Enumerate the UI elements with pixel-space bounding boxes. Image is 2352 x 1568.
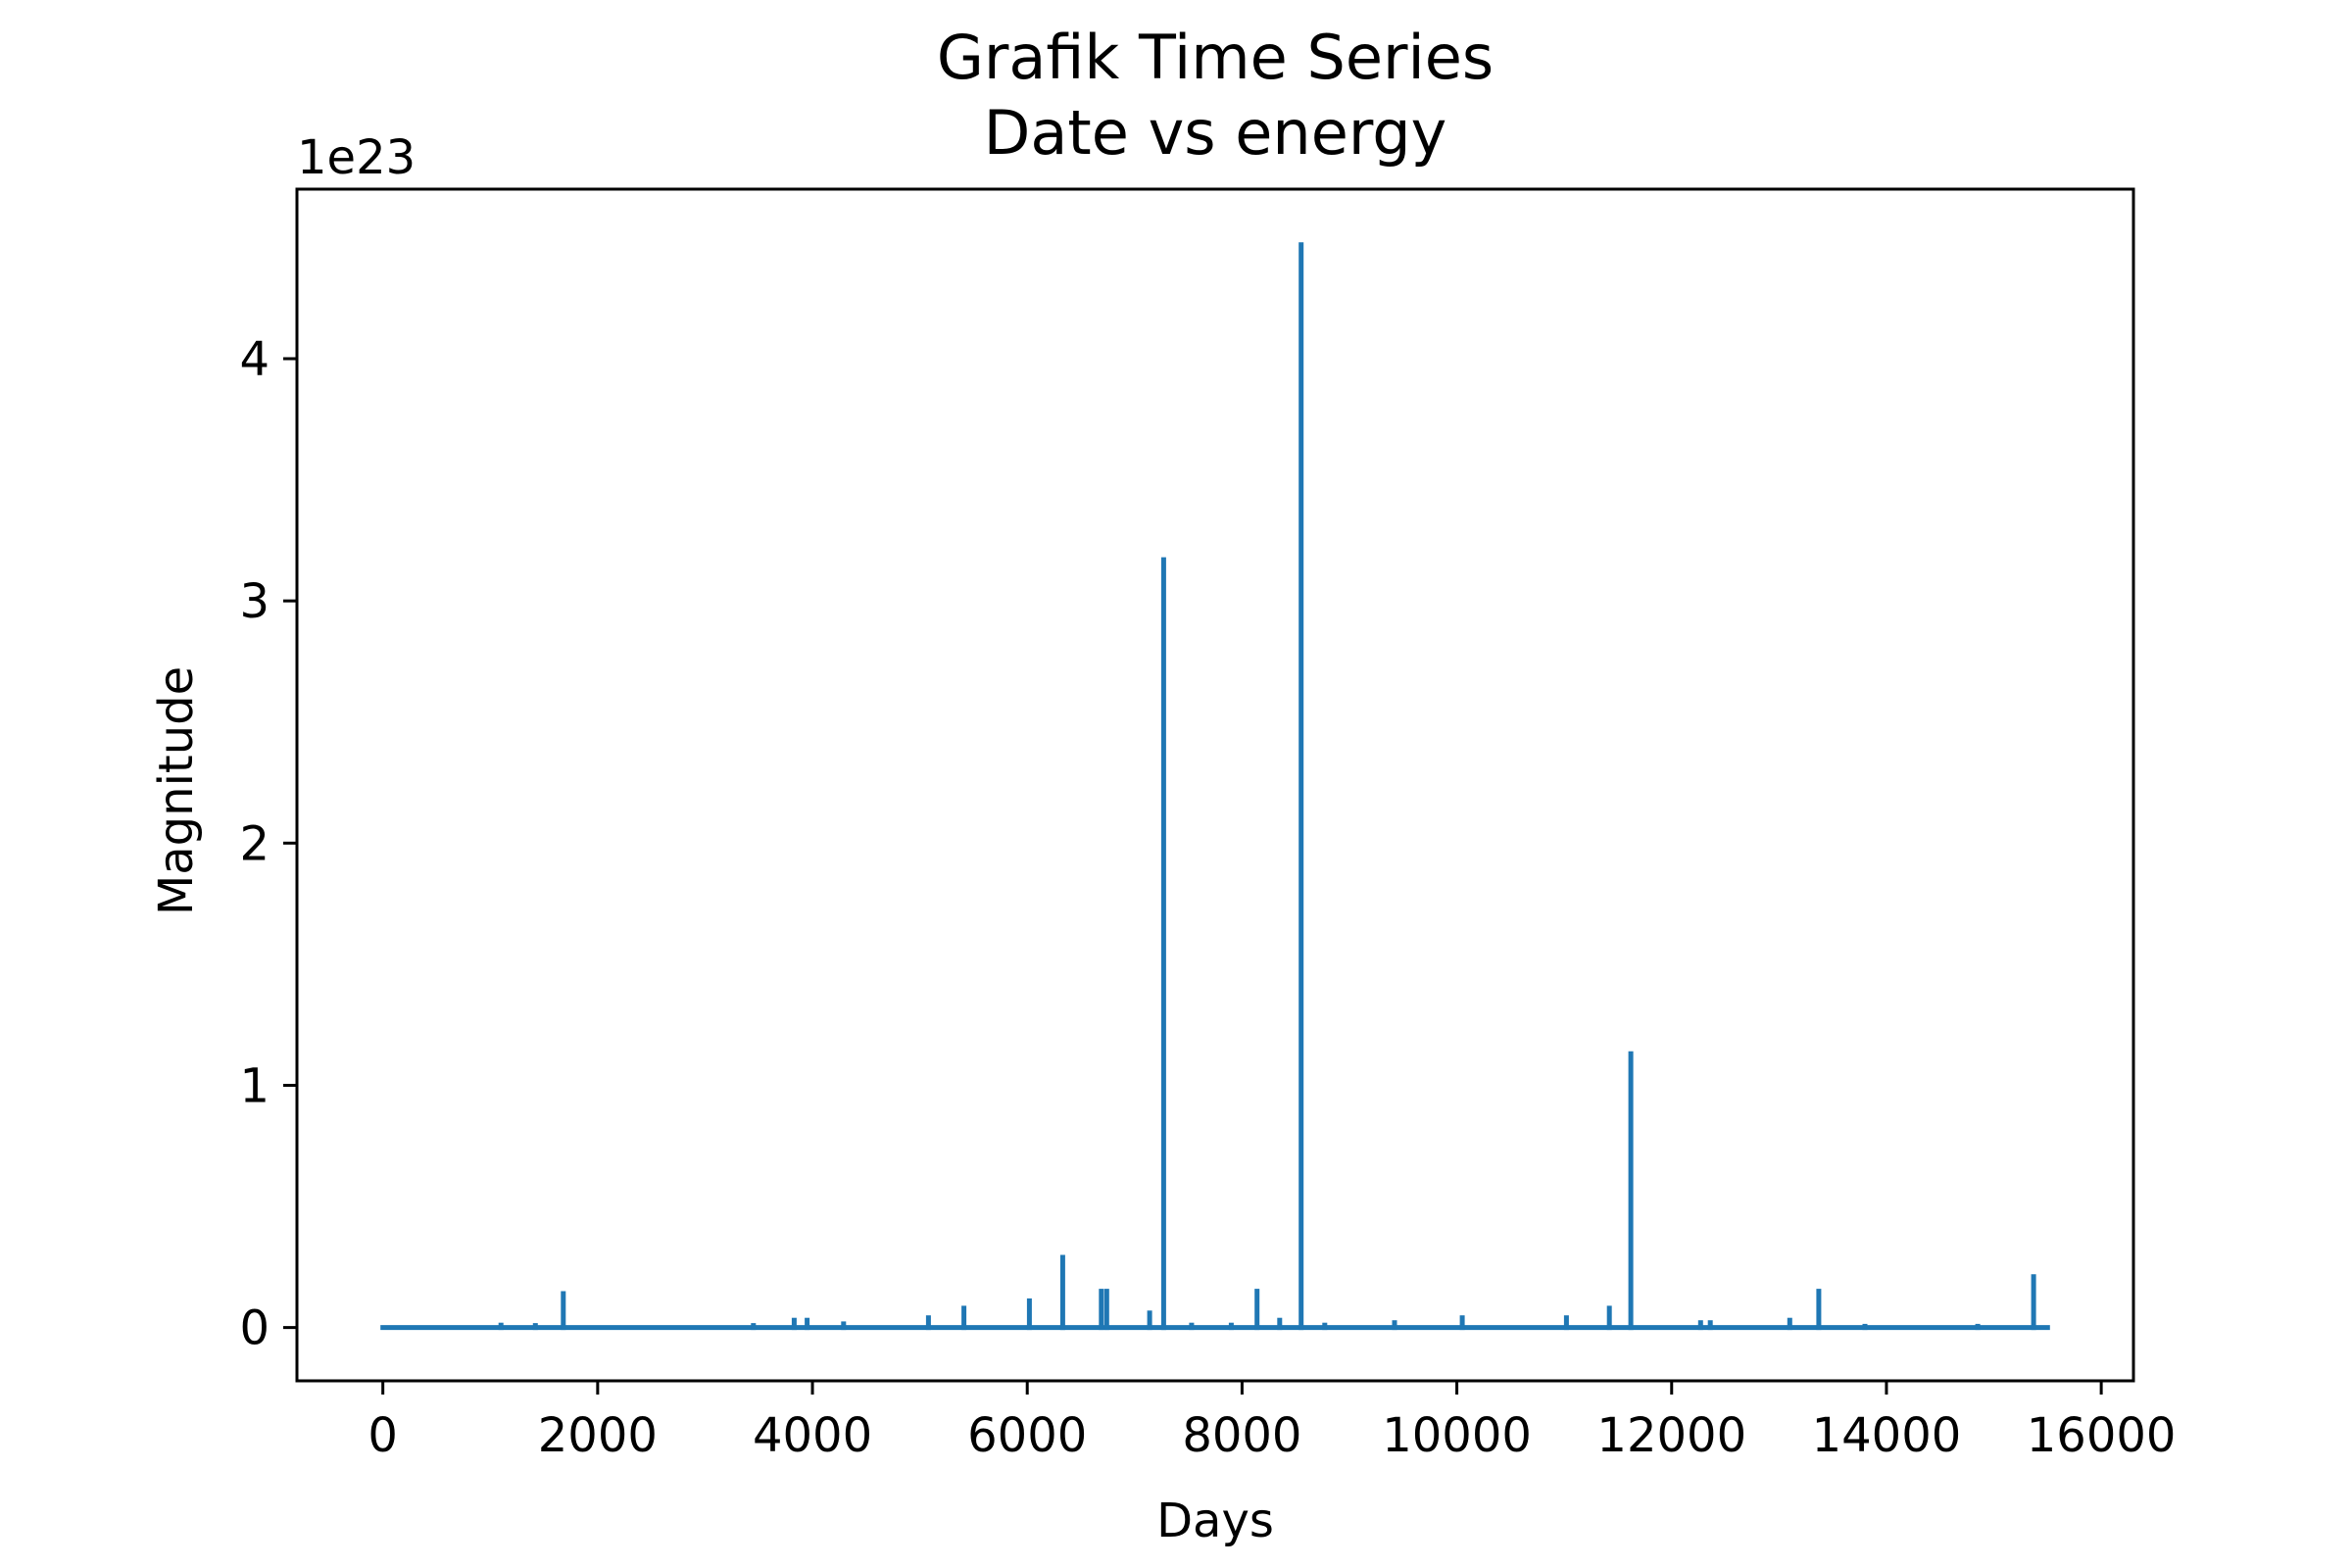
plot-frame — [295, 187, 2135, 1383]
chart-title-line-2: Date vs energy — [984, 97, 1447, 169]
x-tick-label: 2000 — [538, 1408, 658, 1463]
x-tick-label: 6000 — [967, 1408, 1087, 1463]
y-tick-label: 4 — [239, 332, 270, 387]
y-tick-label: 2 — [239, 816, 270, 871]
x-tick-label: 8000 — [1182, 1408, 1301, 1463]
x-tick-label: 16000 — [2027, 1408, 2177, 1463]
y-tick-label: 3 — [239, 574, 270, 629]
x-tick-label: 0 — [368, 1408, 398, 1463]
x-tick-label: 14000 — [1812, 1408, 1962, 1463]
y-axis: 0 1 2 3 4 — [239, 332, 297, 1356]
plot-area — [380, 242, 2050, 1331]
x-axis-label: Days — [1156, 1494, 1274, 1548]
x-axis: 0 2000 4000 6000 8000 10000 12000 14000 16000 — [368, 1381, 2176, 1463]
y-tick-label: 1 — [239, 1058, 270, 1113]
y-axis-label: Magnitude — [149, 666, 204, 915]
x-tick-label: 10000 — [1382, 1408, 1532, 1463]
x-tick-label: 12000 — [1596, 1408, 1746, 1463]
y-offset-label: 1e23 — [297, 130, 416, 185]
y-tick-label: 0 — [239, 1301, 270, 1356]
x-tick-label: 4000 — [753, 1408, 872, 1463]
chart-title-line-1: Grafik Time Series — [937, 22, 1494, 93]
